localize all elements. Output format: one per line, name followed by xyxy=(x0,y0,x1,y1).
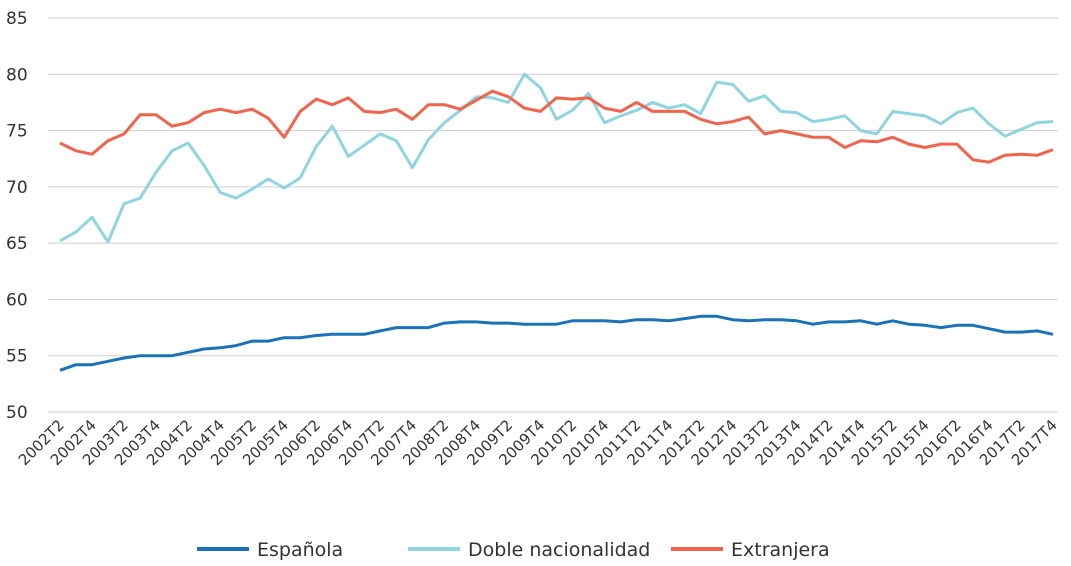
y-tick-label: 50 xyxy=(6,403,28,423)
series-line xyxy=(59,72,1054,244)
y-tick-label: 85 xyxy=(6,9,28,29)
y-tick-label: 80 xyxy=(6,65,28,85)
legend-label: Española xyxy=(257,539,343,561)
series-line xyxy=(59,314,1054,372)
y-tick-label: 75 xyxy=(6,122,28,142)
legend-label: Extranjera xyxy=(731,539,830,561)
series-line xyxy=(59,89,1054,164)
legend-label: Doble nacionalidad xyxy=(468,539,650,561)
y-tick-label: 60 xyxy=(6,290,28,310)
y-tick-label: 70 xyxy=(6,178,28,198)
y-tick-label: 65 xyxy=(6,234,28,254)
y-tick-label: 55 xyxy=(6,347,28,367)
